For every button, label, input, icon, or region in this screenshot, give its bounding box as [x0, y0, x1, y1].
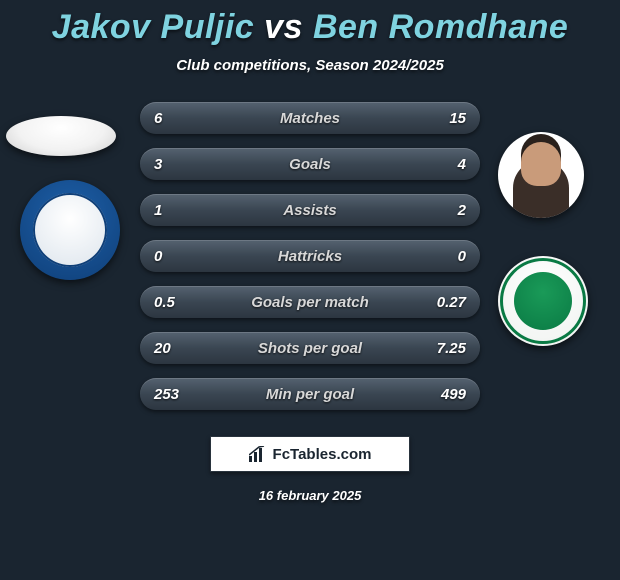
player1-club-badge: [20, 180, 120, 280]
stat-row: 6 Matches 15: [140, 102, 480, 134]
player2-name: Ben Romdhane: [313, 8, 568, 46]
stat-row: 0 Hattricks 0: [140, 240, 480, 272]
stat-row: 3 Goals 4: [140, 148, 480, 180]
stats-list: 6 Matches 15 3 Goals 4 1 Assists 2 0 Hat…: [140, 102, 480, 410]
player2-avatar: [498, 132, 584, 218]
badge-ring: [500, 258, 586, 344]
stat-left-value: 6: [154, 110, 194, 127]
stat-right-value: 4: [426, 156, 466, 173]
stat-label: Goals: [289, 156, 331, 173]
stat-row: 0.5 Goals per match 0.27: [140, 286, 480, 318]
player2-club-badge: [498, 256, 588, 346]
stat-label: Min per goal: [266, 386, 354, 403]
date-label: 16 february 2025: [259, 488, 362, 503]
brand-label: FcTables.com: [273, 446, 372, 463]
player1-name: Jakov Puljic: [52, 8, 255, 46]
stat-right-value: 499: [426, 386, 466, 403]
player1-avatar: [6, 116, 116, 156]
stat-left-value: 0.5: [154, 294, 194, 311]
subtitle: Club competitions, Season 2024/2025: [176, 57, 444, 74]
stat-right-value: 2: [426, 202, 466, 219]
stat-left-value: 1: [154, 202, 194, 219]
stat-row: 20 Shots per goal 7.25: [140, 332, 480, 364]
stat-left-value: 20: [154, 340, 194, 357]
stat-right-value: 0.27: [426, 294, 466, 311]
stat-label: Shots per goal: [258, 340, 362, 357]
brand-link[interactable]: FcTables.com: [210, 436, 410, 472]
stat-label: Goals per match: [251, 294, 369, 311]
stat-right-value: 7.25: [426, 340, 466, 357]
badge-inner: [514, 272, 572, 330]
vs-label: vs: [264, 8, 303, 46]
page-title: Jakov Puljic vs Ben Romdhane: [52, 8, 569, 47]
stat-left-value: 0: [154, 248, 194, 265]
stat-label: Matches: [280, 110, 340, 127]
stat-label: Hattricks: [278, 248, 342, 265]
bar-chart-icon: [249, 446, 267, 462]
stat-label: Assists: [283, 202, 336, 219]
stat-row: 253 Min per goal 499: [140, 378, 480, 410]
stat-left-value: 3: [154, 156, 194, 173]
stat-row: 1 Assists 2: [140, 194, 480, 226]
stat-right-value: 0: [426, 248, 466, 265]
stat-right-value: 15: [426, 110, 466, 127]
stat-left-value: 253: [154, 386, 194, 403]
